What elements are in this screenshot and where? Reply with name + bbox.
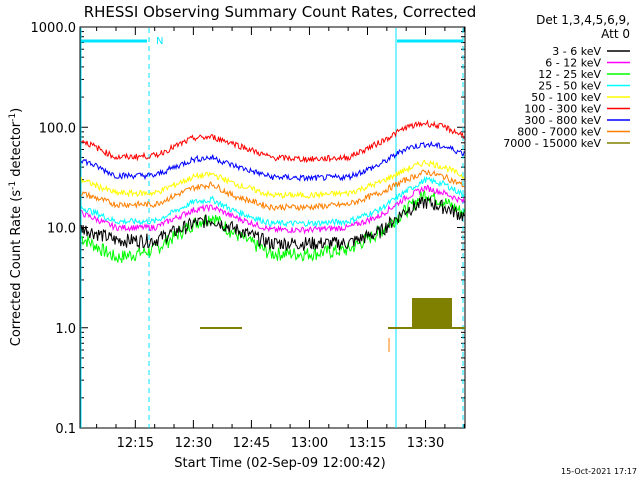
legend-header: Det 1,3,4,5,6,9, xyxy=(536,13,630,27)
series-line xyxy=(80,189,465,263)
x-tick-label: 13:30 xyxy=(407,436,444,451)
y-tick-label: 1.0 xyxy=(55,322,76,337)
chart-title: RHESSI Observing Summary Count Rates, Co… xyxy=(84,3,477,21)
y-tick-label: 1000.0 xyxy=(31,21,77,36)
legend-label: 50 - 100 keV xyxy=(531,91,601,104)
legend-label: 100 - 300 keV xyxy=(524,103,601,116)
annotation-n: N xyxy=(156,36,163,47)
y-tick-labels: 1000.0 100.0 10.0 1.0 0.1 xyxy=(31,21,77,437)
legend-label: 300 - 800 keV xyxy=(524,114,601,127)
y-axis-label: Corrected Count Rate (s-1 detector-1) xyxy=(8,108,24,346)
series-7000-15000-burst xyxy=(412,298,452,328)
series-line xyxy=(80,140,465,182)
x-tick-labels: 12:15 12:30 12:45 13:00 13:15 13:30 xyxy=(117,436,445,451)
series-line xyxy=(80,159,465,200)
legend-label: 800 - 7000 keV xyxy=(517,126,601,139)
y-tick-label: 100.0 xyxy=(39,121,76,136)
axis-ticks xyxy=(80,27,465,429)
legend-label: 7000 - 15000 keV xyxy=(503,137,601,150)
series-lines xyxy=(80,119,465,352)
series-line xyxy=(81,119,465,163)
footer-date: 15-Oct-2021 17:17 xyxy=(561,467,637,476)
legend-label: 3 - 6 keV xyxy=(552,45,601,58)
legend-header: Att 0 xyxy=(601,27,630,41)
x-tick-label: 12:15 xyxy=(117,436,154,451)
x-tick-label: 12:45 xyxy=(233,436,270,451)
series-line xyxy=(80,175,465,228)
series-line xyxy=(80,184,465,235)
legend-label: 12 - 25 keV xyxy=(538,68,601,81)
x-tick-label: 13:00 xyxy=(291,436,328,451)
x-tick-label: 12:30 xyxy=(175,436,212,451)
attenuator-overlay xyxy=(80,28,464,428)
series-line xyxy=(80,169,465,212)
legend-label: 6 - 12 keV xyxy=(545,57,601,70)
series-line xyxy=(80,196,465,251)
x-axis-label: Start Time (02-Sep-09 12:00:42) xyxy=(174,456,385,471)
x-tick-label: 13:15 xyxy=(349,436,386,451)
y-tick-label: 0.1 xyxy=(55,422,76,437)
legend-label: 25 - 50 keV xyxy=(538,80,601,93)
y-tick-label: 10.0 xyxy=(47,222,76,237)
